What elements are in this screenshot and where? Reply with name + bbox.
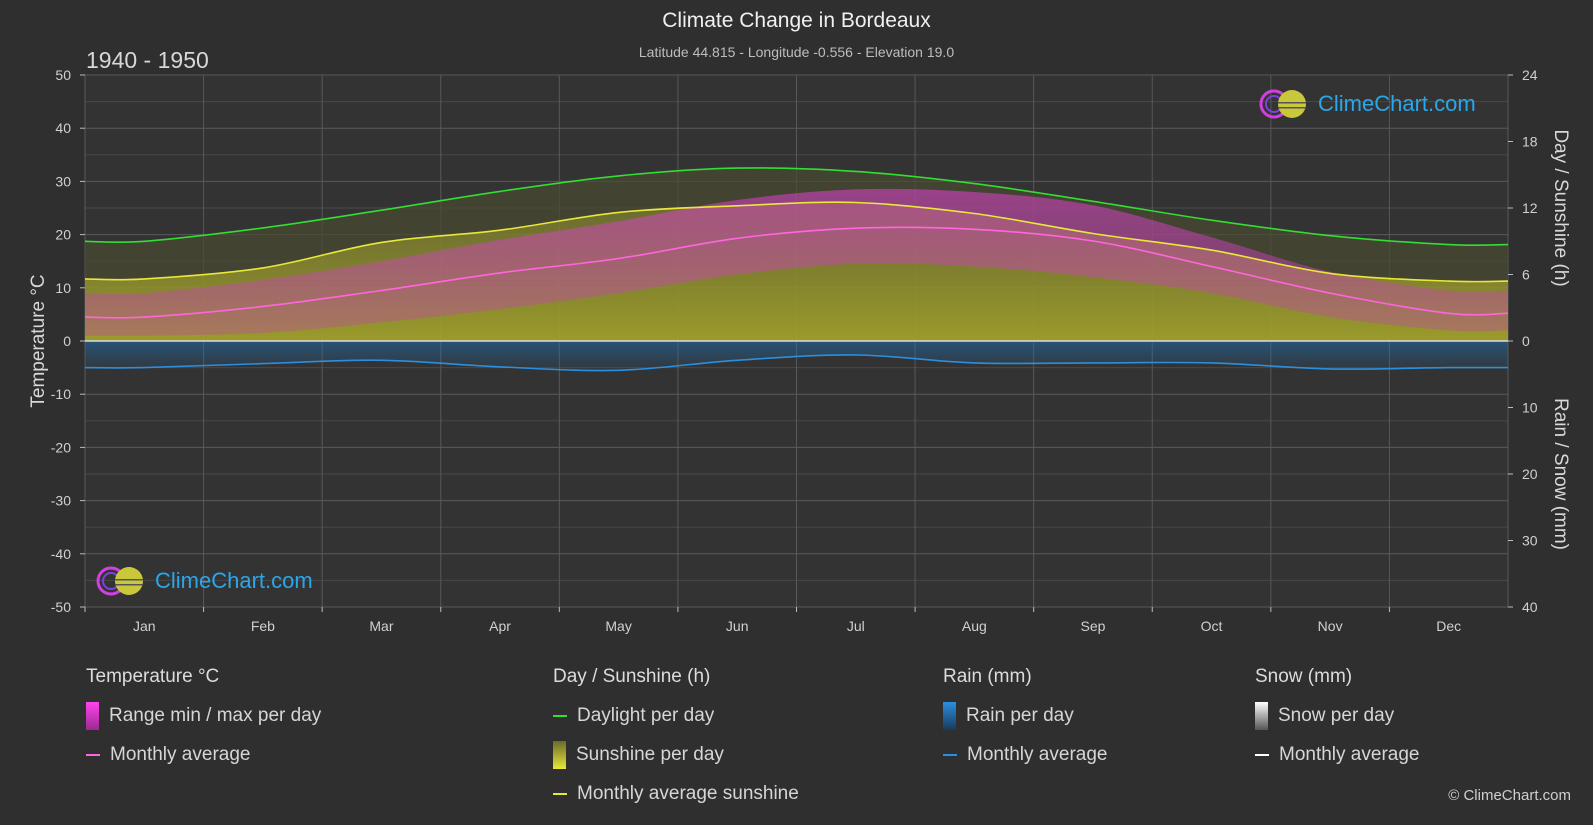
legend: Temperature °C Range min / max per day M… [0, 662, 1593, 825]
legend-item-temp-range: Range min / max per day [86, 701, 321, 731]
tick-label-left: -10 [51, 386, 71, 402]
legend-item-snow-avg: Monthly average [1255, 740, 1419, 770]
tick-label-right-hours: 24 [1522, 67, 1538, 83]
tick-label-left: -20 [51, 439, 71, 455]
legend-item-rain: Rain per day [943, 701, 1107, 731]
tick-label-left: -50 [51, 599, 71, 615]
logo-icon [96, 566, 143, 596]
tick-label-left: 20 [55, 227, 71, 243]
temp-range-area [85, 188, 1508, 336]
tick-label-left: -40 [51, 546, 71, 562]
daylight-line [84, 167, 1509, 247]
tick-label-left: 50 [55, 67, 71, 83]
legend-sunshine: Day / Sunshine (h) Daylight per day Suns… [553, 662, 799, 818]
logo-text: ClimeChart.com [1318, 91, 1476, 116]
tick-label-right-precip: 20 [1522, 466, 1538, 482]
month-label: Sep [1080, 618, 1105, 634]
legend-item-temp-avg: Monthly average [86, 740, 321, 770]
copyright: © ClimeChart.com [1448, 787, 1571, 804]
month-label: Jun [726, 618, 749, 634]
sunshine-swatch [553, 741, 566, 769]
legend-heading: Snow (mm) [1255, 666, 1353, 687]
legend-heading: Rain (mm) [943, 666, 1032, 687]
data-bands [85, 167, 1508, 371]
legend-item-daylight: Daylight per day [553, 701, 799, 731]
daylight-swatch [553, 715, 567, 717]
tick-label-right-precip: 40 [1522, 599, 1538, 615]
month-label: Oct [1201, 618, 1223, 634]
month-label: Feb [251, 618, 275, 634]
period-label: 1940 - 1950 [86, 47, 209, 73]
month-label: Jan [133, 618, 156, 634]
rain-avg-swatch [943, 754, 957, 756]
tick-label-left: 0 [63, 333, 71, 349]
legend-item-sunshine-avg: Monthly average sunshine [553, 779, 799, 809]
legend-item-rain-avg: Monthly average [943, 740, 1107, 770]
legend-label: Monthly average [967, 744, 1108, 765]
month-label: May [605, 618, 631, 634]
legend-label: Rain per day [966, 705, 1074, 726]
logo-icon [1259, 89, 1306, 119]
legend-label: Daylight per day [577, 705, 715, 726]
logo-top: ClimeChart.com [1258, 88, 1476, 120]
rain-avg-line [84, 354, 1509, 372]
chart-title: Climate Change in Bordeaux [662, 9, 931, 32]
legend-temperature: Temperature °C Range min / max per day M… [86, 662, 321, 779]
legend-label: Monthly average [1279, 744, 1420, 765]
month-label: Apr [489, 618, 511, 634]
axes: 50 40 30 20 10 0 -10 -20 -30 -40 -50 24 18 12 6 0 10 20 30… [28, 67, 1571, 634]
tick-label-left: 30 [55, 173, 71, 189]
legend-label: Monthly average sunshine [577, 783, 799, 804]
temp-avg-line [84, 226, 1509, 319]
logo-text: ClimeChart.com [155, 568, 313, 593]
logo-bottom: ClimeChart.com [95, 565, 313, 597]
legend-label: Snow per day [1278, 705, 1395, 726]
legend-rain: Rain (mm) Rain per day Monthly average [943, 662, 1107, 779]
tick-label-left: -30 [51, 493, 71, 509]
tick-label-right-precip: 10 [1522, 400, 1538, 416]
snow-swatch [1255, 702, 1268, 730]
legend-item-sunshine: Sunshine per day [553, 740, 799, 770]
series-lines [84, 167, 1509, 372]
month-label: Aug [962, 618, 987, 634]
tick-label-left: 40 [55, 120, 71, 136]
tick-label-right-hours: 12 [1522, 200, 1538, 216]
right-axis-title-precip: Rain / Snow (mm) [1550, 398, 1571, 550]
rain-swatch [943, 702, 956, 730]
temp-range-swatch [86, 702, 99, 730]
month-label: Mar [369, 618, 393, 634]
tick-label-right-hours: 18 [1522, 134, 1538, 150]
legend-heading: Day / Sunshine (h) [553, 666, 711, 687]
tick-label-left: 10 [55, 280, 71, 296]
sunshine-avg-swatch [553, 793, 567, 795]
tick-label-right-hours: 0 [1522, 333, 1530, 349]
legend-heading: Temperature °C [86, 666, 220, 687]
temp-avg-swatch [86, 754, 100, 756]
chart-subtitle: Latitude 44.815 - Longitude -0.556 - Ele… [638, 44, 955, 60]
month-label: Dec [1436, 618, 1461, 634]
left-axis-title: Temperature °C [28, 274, 49, 407]
legend-label: Range min / max per day [109, 705, 322, 726]
tick-label-right-precip: 30 [1522, 533, 1538, 549]
month-label: Nov [1318, 618, 1343, 634]
legend-label: Sunshine per day [576, 744, 724, 765]
tick-label-right-hours: 6 [1522, 267, 1530, 283]
sunshine-avg-line [84, 201, 1509, 283]
month-label: Jul [847, 618, 865, 634]
legend-label: Monthly average [110, 744, 251, 765]
climate-chart: 50 40 30 20 10 0 -10 -20 -30 -40 -50 24 18 12 6 0 10 20 30… [28, 67, 1571, 634]
snow-avg-swatch [1255, 754, 1269, 756]
legend-item-snow: Snow per day [1255, 701, 1419, 731]
right-axis-title-hours: Day / Sunshine (h) [1550, 129, 1571, 286]
legend-snow: Snow (mm) Snow per day Monthly average [1255, 662, 1419, 779]
